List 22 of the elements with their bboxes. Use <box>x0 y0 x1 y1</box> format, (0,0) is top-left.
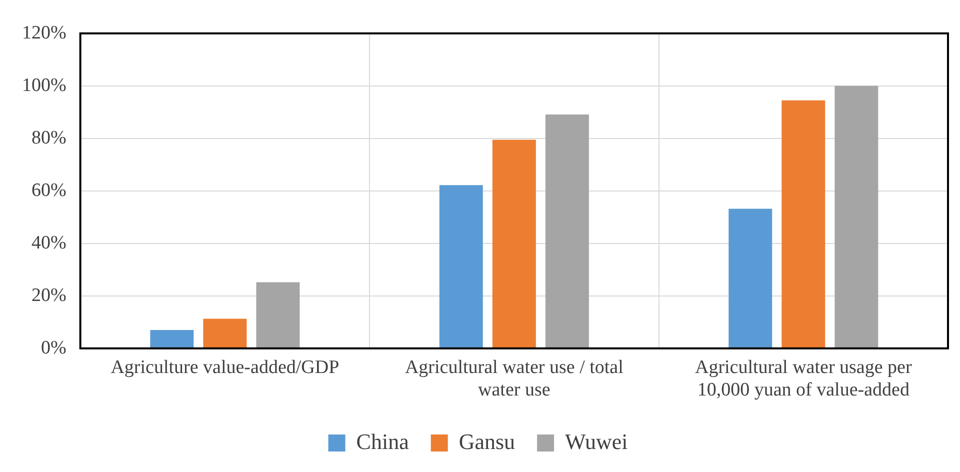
y-tick-label: 40% <box>32 232 66 254</box>
y-tick-label: 80% <box>32 127 66 148</box>
bar <box>728 208 772 348</box>
x-tick-label: Agricultural water use / total water use <box>404 356 624 401</box>
legend-label: China <box>356 428 410 454</box>
bar <box>545 114 589 348</box>
bar <box>203 318 247 348</box>
y-tick-label: 0% <box>41 337 66 358</box>
bar <box>439 185 483 348</box>
x-tick-label: Agricultural water usage per 10,000 yuan of value-added <box>694 356 912 401</box>
y-tick-label: 60% <box>32 180 66 201</box>
legend-label: Gansu <box>458 428 516 454</box>
bar <box>492 140 536 348</box>
bar <box>834 86 878 348</box>
y-tick-label: 120% <box>22 22 66 44</box>
x-tick-label: Agriculture value-added/GDP <box>110 356 340 378</box>
bar <box>150 330 194 348</box>
legend-label: Wuwei <box>565 428 628 454</box>
bar <box>782 100 826 348</box>
bar <box>256 282 300 348</box>
y-tick-label: 100% <box>22 74 66 96</box>
y-tick-label: 20% <box>32 284 66 306</box>
